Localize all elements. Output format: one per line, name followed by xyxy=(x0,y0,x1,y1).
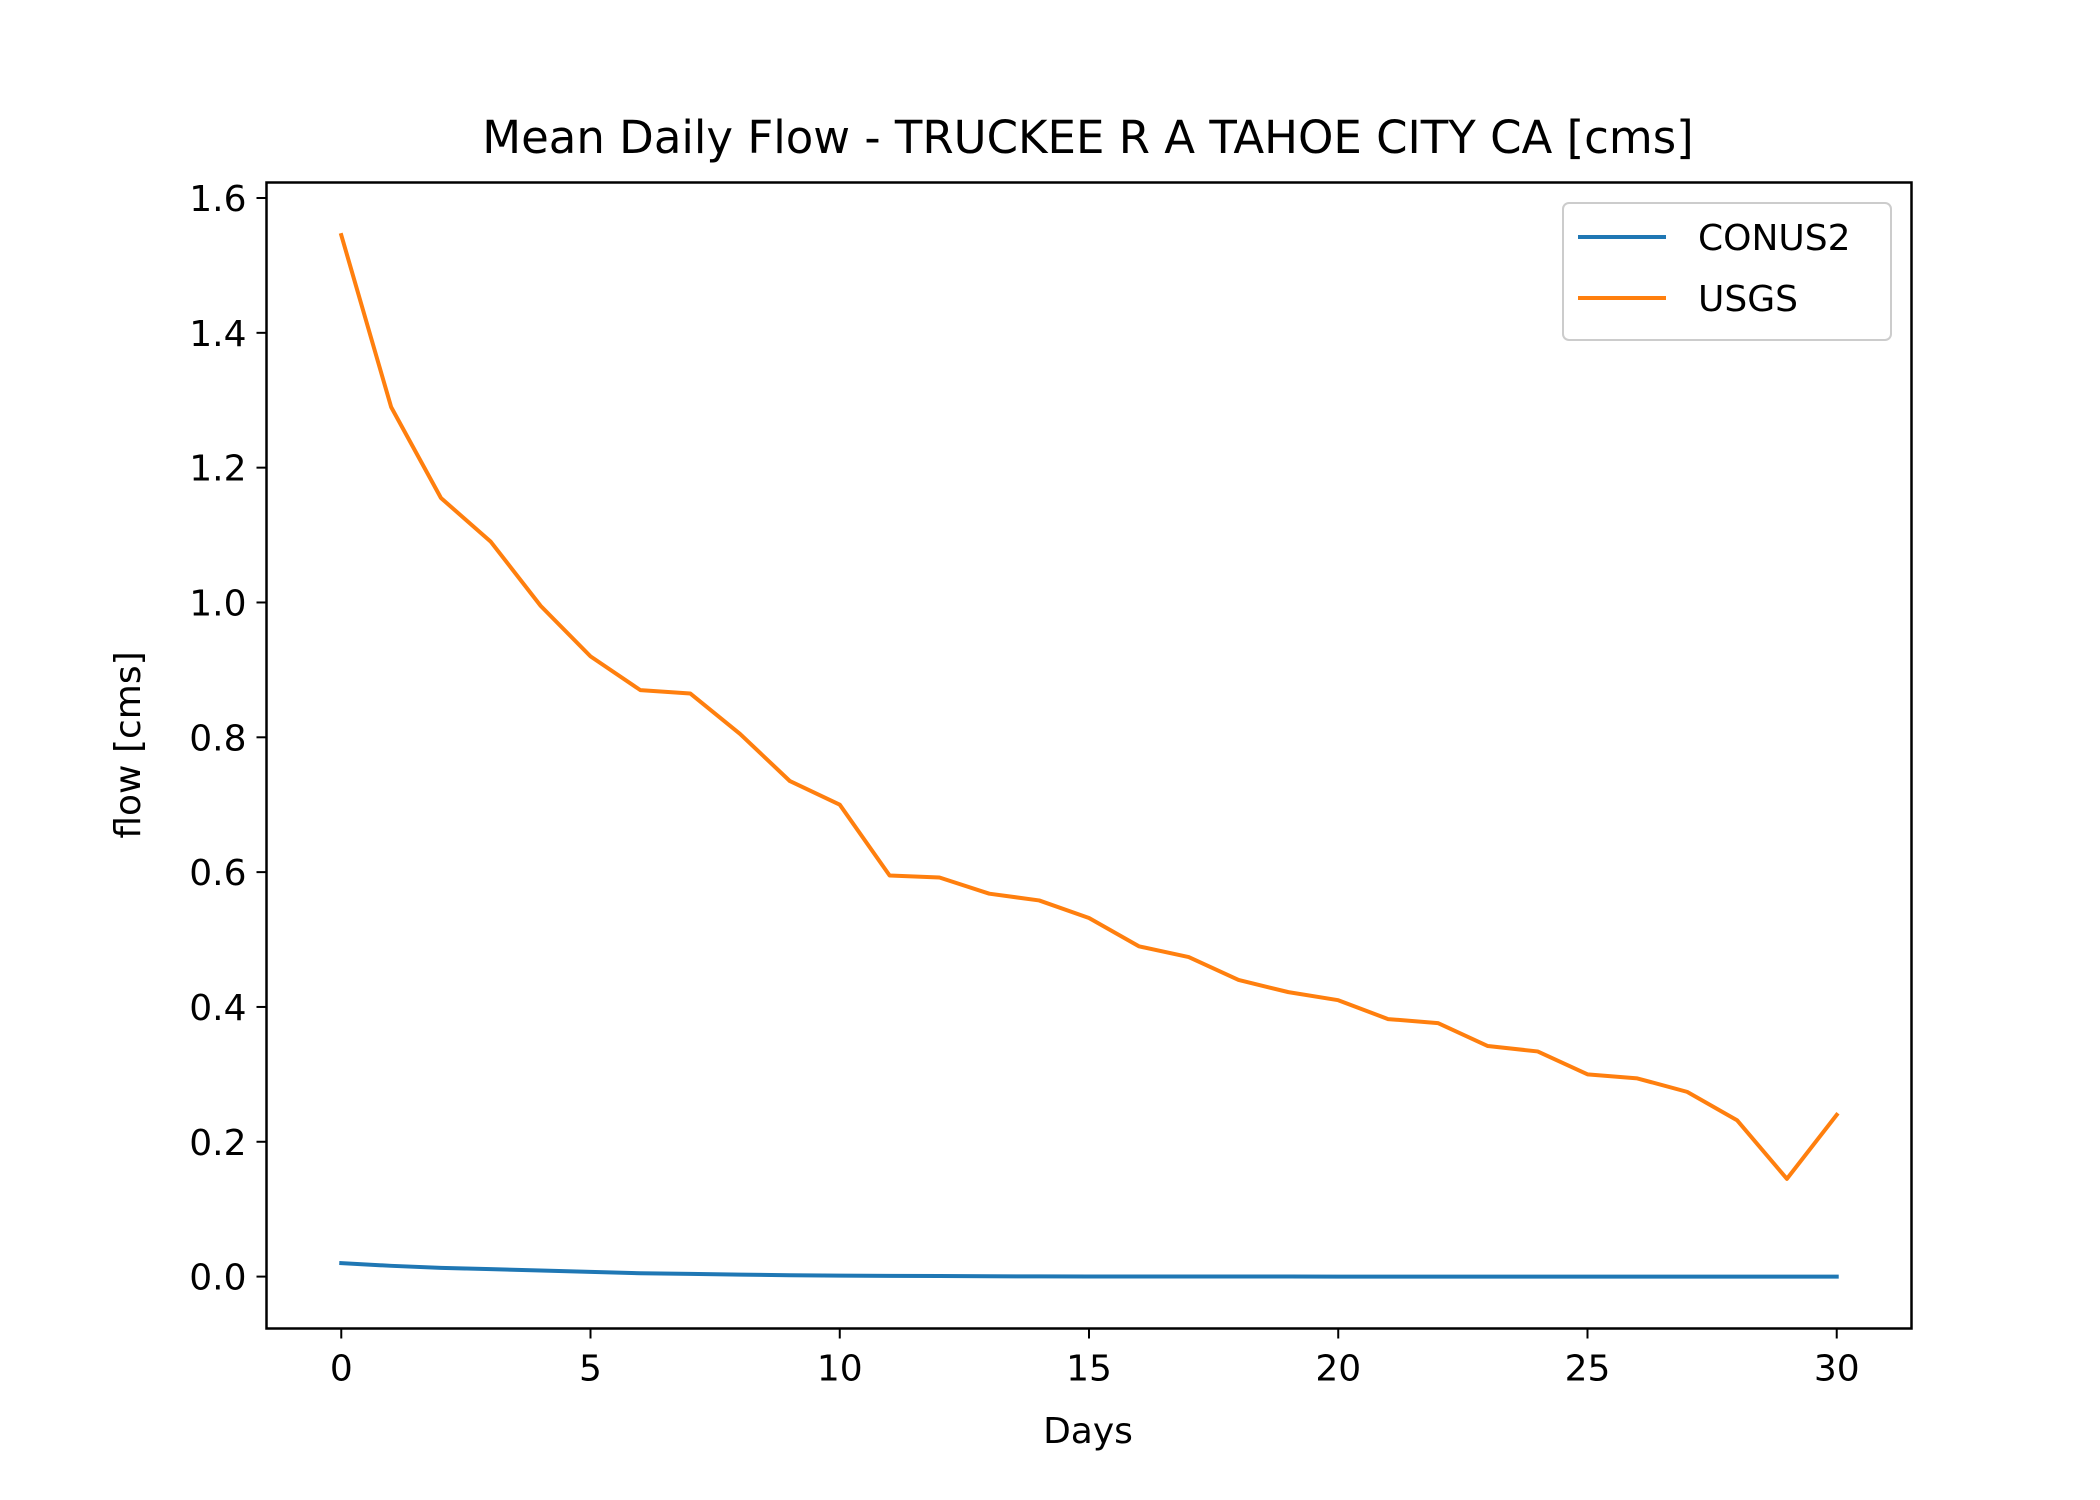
x-tick-label: 30 xyxy=(1814,1349,1860,1390)
chart-title: Mean Daily Flow - TRUCKEE R A TAHOE CITY… xyxy=(482,111,1693,164)
y-axis-label: flow [cms] xyxy=(108,651,149,838)
x-tick-label: 25 xyxy=(1565,1349,1611,1390)
y-tick-label: 1.4 xyxy=(189,314,246,355)
y-tick-label: 1.6 xyxy=(189,179,246,220)
series-line-usgs xyxy=(338,232,1840,1181)
y-tick-label: 1.0 xyxy=(189,583,246,624)
axes-frame xyxy=(265,181,1913,1330)
x-tick-label: 5 xyxy=(579,1349,602,1390)
x-axis-label: Days xyxy=(1043,1411,1133,1452)
y-tick-label: 0.2 xyxy=(189,1123,246,1164)
x-tick-label: 15 xyxy=(1066,1349,1112,1390)
legend-label-conus2: CONUS2 xyxy=(1698,218,1851,259)
y-tick-label: 0.8 xyxy=(189,718,246,759)
y-tick-label: 0.4 xyxy=(189,988,246,1029)
y-tick-label: 0.6 xyxy=(189,853,246,894)
x-tick-label: 0 xyxy=(330,1349,353,1390)
x-tick-label: 20 xyxy=(1315,1349,1361,1390)
x-tick-label: 10 xyxy=(817,1349,863,1390)
series-line-conus2 xyxy=(339,1261,1839,1279)
y-axis: 0.0 0.2 0.4 0.6 0.8 1.0 1.2 1.4 1.6 xyxy=(189,179,267,1299)
x-axis: 0 5 10 15 20 25 30 xyxy=(330,1328,1860,1390)
y-tick-label: 0.0 xyxy=(189,1258,246,1299)
legend-label-usgs: USGS xyxy=(1698,279,1798,320)
legend: CONUS2 USGS xyxy=(1562,202,1892,341)
plot-area xyxy=(338,232,1840,1279)
y-tick-label: 1.2 xyxy=(189,449,246,490)
